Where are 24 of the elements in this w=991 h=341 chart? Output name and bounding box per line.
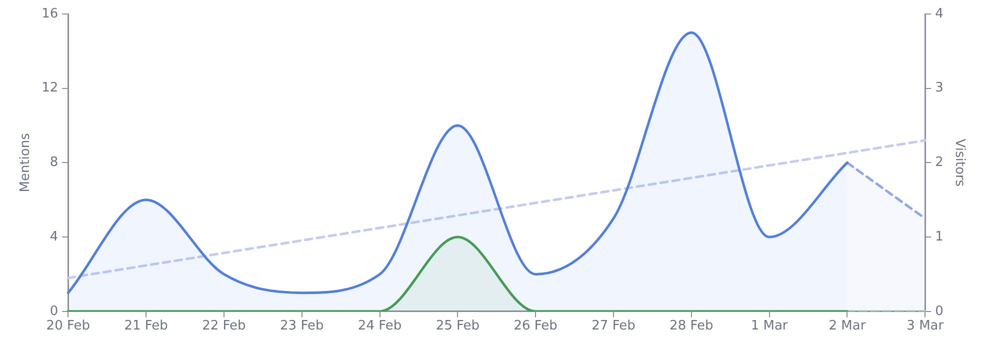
x-tick-label: 20 Feb	[46, 318, 90, 334]
y-tick-label: 4	[50, 229, 58, 244]
y2-tick-label: 2	[935, 155, 944, 170]
y-axis-title: Mentions	[18, 132, 34, 192]
x-tick-label: 27 Feb	[592, 318, 636, 334]
x-tick-label: 22 Feb	[202, 318, 246, 334]
y2-tick-label: 3	[935, 80, 944, 96]
y2-tick-label: 1	[935, 229, 944, 244]
y-tick-label: 8	[50, 155, 58, 170]
x-tick-label: 25 Feb	[436, 318, 480, 334]
x-tick-label: 28 Feb	[670, 318, 714, 334]
x-tick-label: 21 Feb	[124, 318, 168, 334]
x-tick-label: 23 Feb	[280, 318, 324, 334]
y2-tick-label: 4	[935, 6, 944, 22]
x-tick-label: 1 Mar	[750, 318, 788, 334]
y-tick-label: 16	[42, 6, 58, 22]
x-tick-label: 2 Mar	[828, 318, 866, 334]
y-tick-label: 0	[50, 304, 58, 319]
y-tick-label: 12	[42, 80, 58, 96]
x-tick-label: 26 Feb	[514, 318, 558, 334]
y2-tick-label: 0	[935, 304, 944, 319]
y2-axis-title: Visitors	[952, 138, 967, 187]
x-tick-label: 24 Feb	[358, 318, 402, 334]
x-tick-label: 3 Mar	[906, 318, 944, 334]
